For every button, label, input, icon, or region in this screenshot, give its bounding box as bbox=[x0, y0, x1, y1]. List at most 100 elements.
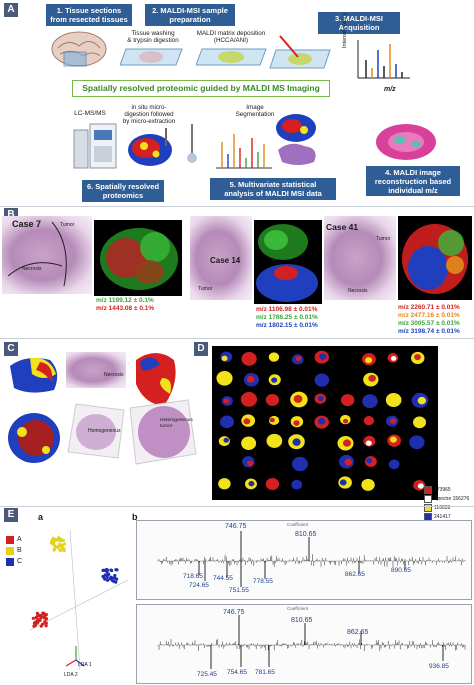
panel-c-msi-2 bbox=[130, 348, 182, 410]
tma-core-region bbox=[271, 377, 278, 383]
matrix-label: MALDI matrix deposition (HCCA/ANI) bbox=[196, 30, 266, 44]
tma-core-region bbox=[319, 353, 327, 360]
panel-c-he-2: Homogeneous bbox=[66, 400, 126, 460]
lda1-axis-label: LDA 1 bbox=[78, 662, 92, 668]
tma-core-region bbox=[243, 418, 251, 425]
case7-mz-1: m/z 1199.12 ± 0.1% bbox=[96, 297, 154, 304]
legend-swatch-red bbox=[424, 486, 432, 494]
tma-core-region bbox=[242, 396, 252, 404]
tma-core-region bbox=[221, 355, 228, 362]
lda-point-c bbox=[106, 578, 110, 582]
tma-core-region bbox=[293, 395, 303, 403]
group-b-swatch bbox=[6, 546, 14, 555]
legend-label-1: 173965 bbox=[434, 487, 451, 493]
coefficient-spectrum-1: Coefficient 746.75 810.65 718.65 724.65 … bbox=[136, 520, 472, 600]
tma-core-region bbox=[269, 436, 278, 444]
peak1-862: 862.65 bbox=[345, 571, 365, 578]
case14-mz-2: m/z 1786.25 ± 0.01% bbox=[256, 314, 318, 321]
tma-core-region bbox=[292, 438, 301, 446]
tma-core-region bbox=[269, 417, 275, 423]
tma-core-region bbox=[317, 417, 326, 425]
step5-box: 5. Multivariate statistical analysis of … bbox=[210, 178, 336, 200]
peak1-751: 751.55 bbox=[229, 587, 249, 594]
insitu-label: in situ micro- digestion followed by mic… bbox=[122, 104, 176, 125]
lda-point-a bbox=[32, 624, 36, 628]
case7-mz-2: m/z 1443.08 ± 0.1% bbox=[96, 305, 155, 312]
tma-core-region bbox=[414, 354, 421, 361]
lda-point-b bbox=[60, 544, 64, 549]
divider-b-cd bbox=[0, 338, 474, 339]
lda-point-c bbox=[113, 576, 117, 580]
panel-d-tma-grid bbox=[212, 346, 438, 500]
tma-core-region bbox=[366, 457, 373, 464]
intensity-axis-label: Intensity (a.u.) bbox=[342, 13, 348, 48]
tma-core bbox=[265, 477, 280, 490]
tma-core-region bbox=[389, 418, 397, 424]
lda-point-c bbox=[113, 573, 117, 578]
microscope-drop bbox=[180, 124, 204, 166]
lda-point-c bbox=[101, 568, 105, 572]
case14-mz-3: m/z 1802.15 ± 0.01% bbox=[256, 322, 318, 329]
lda-point-c bbox=[103, 573, 108, 577]
case14-tumor-label: Tumor bbox=[198, 286, 213, 292]
tma-core-region bbox=[417, 483, 424, 489]
lda-point-a bbox=[39, 616, 43, 620]
group-a-swatch bbox=[6, 535, 14, 544]
peak2-725: 725.45 bbox=[197, 671, 217, 678]
lda-point-a bbox=[34, 615, 38, 620]
lda-point-b bbox=[58, 542, 62, 546]
spectrum2-title: Coefficient bbox=[287, 606, 309, 611]
tma-core bbox=[413, 416, 427, 429]
peak2-754: 754.65 bbox=[227, 669, 247, 676]
mz-axis-label: m/z bbox=[384, 86, 396, 93]
divider-cd-e bbox=[0, 506, 474, 507]
legend-swatch-yellow bbox=[424, 504, 432, 512]
lda-point-b bbox=[52, 547, 57, 551]
lda-point-a bbox=[44, 624, 48, 628]
tma-core-region bbox=[247, 460, 254, 467]
insitu-tissue bbox=[124, 128, 180, 168]
panel-e-sub-b: b bbox=[132, 512, 138, 522]
panel-c-necrosis-label: Necrosis bbox=[104, 372, 124, 378]
spectrum1-title: Coefficient bbox=[287, 522, 309, 527]
case7-tumor-label: Tumor bbox=[60, 222, 75, 228]
tma-core bbox=[265, 393, 280, 406]
lda-point-c bbox=[105, 567, 109, 572]
legend-label-3: 116839 bbox=[434, 505, 451, 511]
lda-point-b bbox=[56, 538, 60, 542]
panel-c-he-1: Necrosis bbox=[66, 352, 126, 388]
lda-point-b bbox=[60, 548, 64, 552]
lda2-axis-label: LDA 2 bbox=[64, 672, 78, 678]
lda-point-a bbox=[35, 611, 39, 615]
panel-label-a: A bbox=[4, 3, 18, 17]
panel-c-heterogeneous-label: Heterogeneous tumor bbox=[160, 418, 193, 429]
coefficient-spectrum-2: Coefficient 746.75 810.65 862.65 725.45 … bbox=[136, 604, 472, 684]
peak2-936: 936.85 bbox=[429, 663, 449, 670]
segmentation-label: Image Segmentation bbox=[235, 104, 275, 118]
segmentation-spectra bbox=[214, 124, 274, 172]
group-a-label: A bbox=[17, 536, 22, 543]
panel-c-msi-3 bbox=[6, 410, 64, 466]
tma-core-region bbox=[221, 482, 228, 489]
lda-scatter-plot: LDA 1 LDA 2 bbox=[20, 520, 132, 680]
tma-core-region bbox=[390, 356, 397, 361]
washing-label: Tissue washing & trypsin digestion bbox=[127, 30, 179, 44]
panel-d-legend: 173965 Spectre 156276 116839 241417 bbox=[424, 486, 472, 522]
case41-mz-4: m/z 3198.74 ± 0.01% bbox=[398, 328, 460, 335]
lda-point-a bbox=[33, 620, 38, 624]
group-c-swatch bbox=[6, 557, 14, 566]
tma-core-region bbox=[295, 355, 302, 362]
legend-swatch-white bbox=[424, 495, 432, 503]
tma-core bbox=[363, 416, 375, 426]
brain-illustration bbox=[48, 28, 110, 70]
lda-point-b bbox=[59, 537, 63, 541]
tma-core bbox=[291, 479, 303, 490]
tma-core-region bbox=[246, 375, 255, 383]
tma-core bbox=[291, 456, 308, 472]
lda-point-a bbox=[39, 624, 43, 628]
slide-washing bbox=[119, 47, 184, 67]
lda-point-b bbox=[56, 545, 60, 550]
peak1-718: 718.65 bbox=[183, 573, 203, 580]
lcms-label: LC-MS/MS bbox=[74, 110, 106, 117]
peak2-746: 746.75 bbox=[223, 609, 245, 616]
